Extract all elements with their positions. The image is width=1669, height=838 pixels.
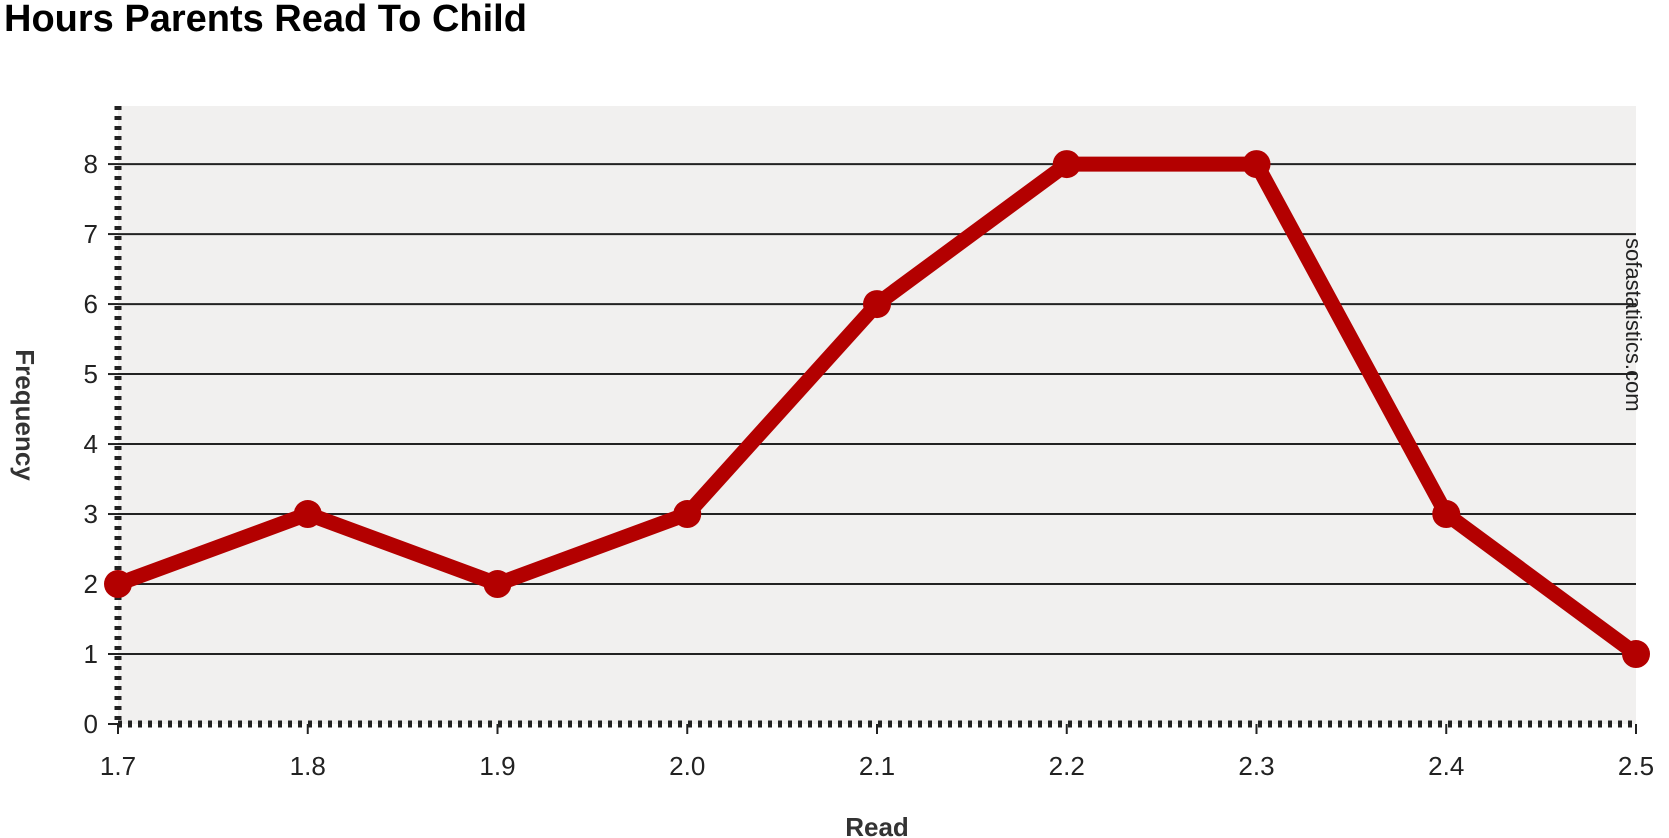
data-point <box>293 500 322 529</box>
y-tick-label: 7 <box>84 219 98 249</box>
data-point <box>483 570 512 599</box>
y-tick-label: 8 <box>84 149 98 179</box>
data-point <box>1052 150 1081 179</box>
x-tick-label: 1.9 <box>479 751 515 781</box>
data-point <box>104 570 132 599</box>
x-tick-label: 2.0 <box>669 751 705 781</box>
y-tick-label: 0 <box>84 709 98 739</box>
data-point <box>673 500 702 529</box>
x-tick-label: 2.3 <box>1238 751 1274 781</box>
x-tick-label: 2.4 <box>1428 751 1464 781</box>
grid-lines <box>108 163 1636 725</box>
axes <box>114 106 1637 734</box>
data-points <box>104 150 1650 669</box>
y-tick-label: 2 <box>84 569 98 599</box>
x-axis-title: Read <box>845 812 909 838</box>
data-point <box>1432 500 1461 529</box>
y-tick-label: 4 <box>84 429 98 459</box>
data-point <box>1242 150 1271 179</box>
x-tick-label: 1.7 <box>100 751 136 781</box>
y-tick-label: 1 <box>84 639 98 669</box>
y-axis-title: Frequency <box>10 349 40 481</box>
x-tick-label: 1.8 <box>290 751 326 781</box>
watermark: sofastatistics.com <box>1621 238 1646 412</box>
data-point <box>863 290 891 319</box>
y-tick-label: 3 <box>84 499 98 529</box>
x-tick-label: 2.5 <box>1618 751 1654 781</box>
plot-background <box>118 106 1636 724</box>
y-tick-label: 5 <box>84 359 98 389</box>
chart-title: Hours Parents Read To Child <box>4 0 527 40</box>
y-tick-labels: 0 1 2 3 4 5 6 7 8 <box>84 149 98 739</box>
x-tick-label: 2.1 <box>859 751 895 781</box>
data-point <box>1622 640 1650 669</box>
x-tick-labels: 1.7 1.8 1.9 2.0 2.1 2.2 2.3 2.4 2.5 <box>100 751 1654 781</box>
x-tick-label: 2.2 <box>1049 751 1085 781</box>
y-tick-label: 6 <box>84 289 98 319</box>
